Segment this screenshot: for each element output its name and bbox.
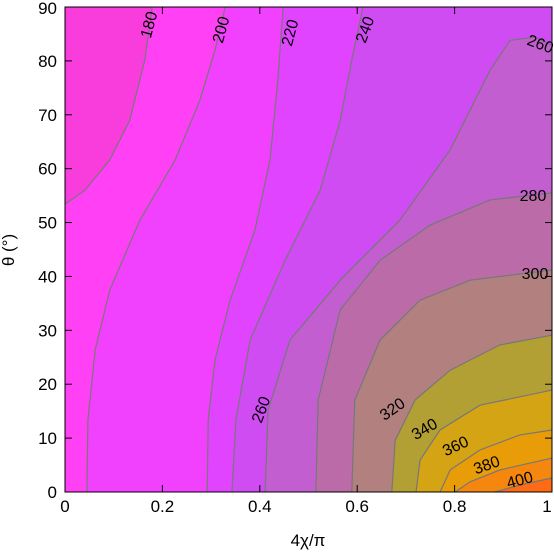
contour-label: 400: [505, 469, 535, 492]
contour-label: 280: [520, 188, 547, 205]
contour-line: [206, 6, 284, 493]
contour-line: [231, 6, 364, 493]
y-tick-label: 10: [38, 429, 57, 448]
contour-line: [415, 389, 553, 493]
y-tick-label: 30: [38, 321, 57, 340]
y-tick-label: 0: [48, 483, 57, 502]
contour-label: 300: [522, 266, 549, 283]
y-tick-label: 50: [38, 214, 57, 233]
plot-frame: [64, 6, 553, 493]
contour-line: [391, 334, 553, 493]
x-tick-label: 1: [542, 497, 551, 516]
x-axis-label: 4χ/π: [291, 531, 326, 550]
x-tick-label: 0: [60, 497, 69, 516]
x-tick-label: 0.6: [345, 497, 369, 516]
contour-line: [86, 6, 226, 493]
contour-label: 220: [279, 18, 302, 48]
x-tick-label: 0.4: [248, 497, 272, 516]
contour-line: [454, 457, 553, 493]
x-tick-label: 0.2: [151, 497, 175, 516]
y-tick-label: 40: [38, 267, 57, 286]
y-tick-label: 90: [38, 0, 57, 18]
contour-line: [351, 269, 553, 493]
contour-line: [494, 477, 553, 493]
contour-label: 180: [138, 10, 161, 40]
y-tick-label: 70: [38, 106, 57, 125]
x-tick-label: 0.8: [443, 497, 467, 516]
y-axis-label: θ (°): [0, 234, 18, 266]
y-tick-label: 60: [38, 160, 57, 179]
contour-line: [315, 192, 553, 493]
y-tick-label: 80: [38, 52, 57, 71]
contour-line: [64, 6, 153, 205]
contour-label: 200: [210, 15, 233, 45]
contour-line: [439, 429, 553, 493]
contour-line: [264, 36, 553, 493]
y-tick-label: 20: [38, 375, 57, 394]
